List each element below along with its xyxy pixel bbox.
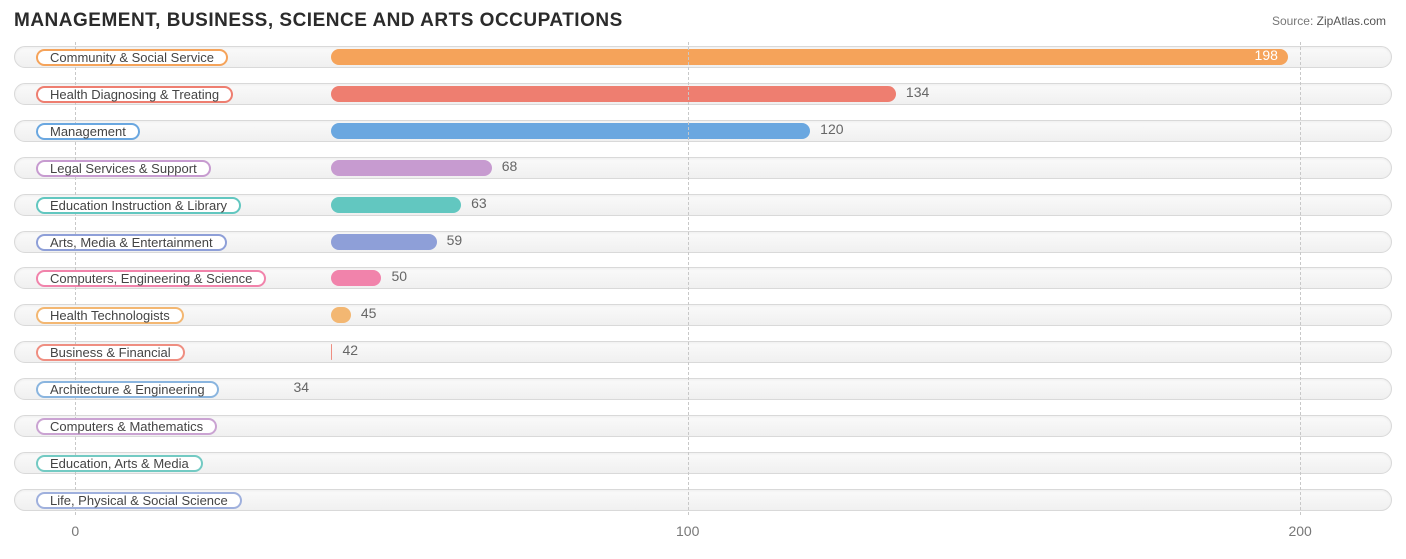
bar-track xyxy=(14,452,1392,474)
value-label: 63 xyxy=(471,195,487,211)
bar-row: Business & Financial 42 xyxy=(14,337,1392,367)
bar-fill xyxy=(331,270,381,286)
source-value: ZipAtlas.com xyxy=(1317,14,1386,28)
value-label: 120 xyxy=(820,121,843,137)
category-pill: Life, Physical & Social Science xyxy=(36,492,242,509)
axis-tick-label: 100 xyxy=(676,523,699,539)
bar-row: Health Diagnosing & Treating 134 xyxy=(14,79,1392,109)
bar-row: Management 120 xyxy=(14,116,1392,146)
bar-row: Community & Social Service 198 xyxy=(14,42,1392,72)
category-pill: Architecture & Engineering xyxy=(36,381,219,398)
value-label: 134 xyxy=(906,84,929,100)
bar-row: Computers & Mathematics16 xyxy=(14,411,1392,441)
bar-track xyxy=(14,157,1392,179)
bar-row: Architecture & Engineering 34 xyxy=(14,374,1392,404)
category-pill: Management xyxy=(36,123,140,140)
chart-title: MANAGEMENT, BUSINESS, SCIENCE AND ARTS O… xyxy=(14,10,623,32)
bar-fill xyxy=(331,123,810,139)
bar-fill xyxy=(331,197,461,213)
axis-tick-label: 200 xyxy=(1288,523,1311,539)
bars-container: Community & Social Service 198 Health Diag… xyxy=(14,42,1392,515)
category-pill: Computers & Mathematics xyxy=(36,418,217,435)
value-label: 59 xyxy=(447,232,463,248)
bar-row: Legal Services & Support 68 xyxy=(14,153,1392,183)
category-pill: Health Technologists xyxy=(36,307,184,324)
category-pill: Education, Arts & Media xyxy=(36,455,203,472)
bar-row: Computers, Engineering & Science 50 xyxy=(14,263,1392,293)
gridline xyxy=(1300,42,1301,515)
value-label: 68 xyxy=(502,158,518,174)
bar-row: Health Technologists 45 xyxy=(14,300,1392,330)
bar-fill xyxy=(331,307,351,323)
bar-fill xyxy=(331,86,896,102)
bar-fill xyxy=(331,234,437,250)
category-pill: Legal Services & Support xyxy=(36,160,211,177)
bar-track xyxy=(14,341,1392,363)
source-attribution: Source: ZipAtlas.com xyxy=(1272,14,1386,28)
axis-tick-label: 0 xyxy=(71,523,79,539)
bar-fill xyxy=(331,49,1288,65)
bar-track xyxy=(14,415,1392,437)
category-pill: Business & Financial xyxy=(36,344,185,361)
bar-fill xyxy=(331,160,492,176)
category-pill: Arts, Media & Entertainment xyxy=(36,234,227,251)
value-label: 45 xyxy=(361,305,377,321)
value-label: 42 xyxy=(342,342,358,358)
value-label: 34 xyxy=(293,379,309,395)
chart-area: Community & Social Service 198 Health Diag… xyxy=(14,42,1392,545)
category-pill: Health Diagnosing & Treating xyxy=(36,86,233,103)
category-pill: Computers, Engineering & Science xyxy=(36,270,266,287)
source-label: Source: xyxy=(1272,14,1313,28)
gridline xyxy=(688,42,689,515)
value-label: 50 xyxy=(391,268,407,284)
bar-track xyxy=(14,304,1392,326)
bar-row: Arts, Media & Entertainment 59 xyxy=(14,227,1392,257)
bar-row: Education Instruction & Library 63 xyxy=(14,190,1392,220)
bar-row: Life, Physical & Social Science0 xyxy=(14,485,1392,515)
category-pill: Education Instruction & Library xyxy=(36,197,241,214)
bar-row: Education, Arts & Media8 xyxy=(14,448,1392,478)
category-pill: Community & Social Service xyxy=(36,49,228,66)
value-label: 198 xyxy=(1255,47,1278,63)
bar-track xyxy=(14,378,1392,400)
